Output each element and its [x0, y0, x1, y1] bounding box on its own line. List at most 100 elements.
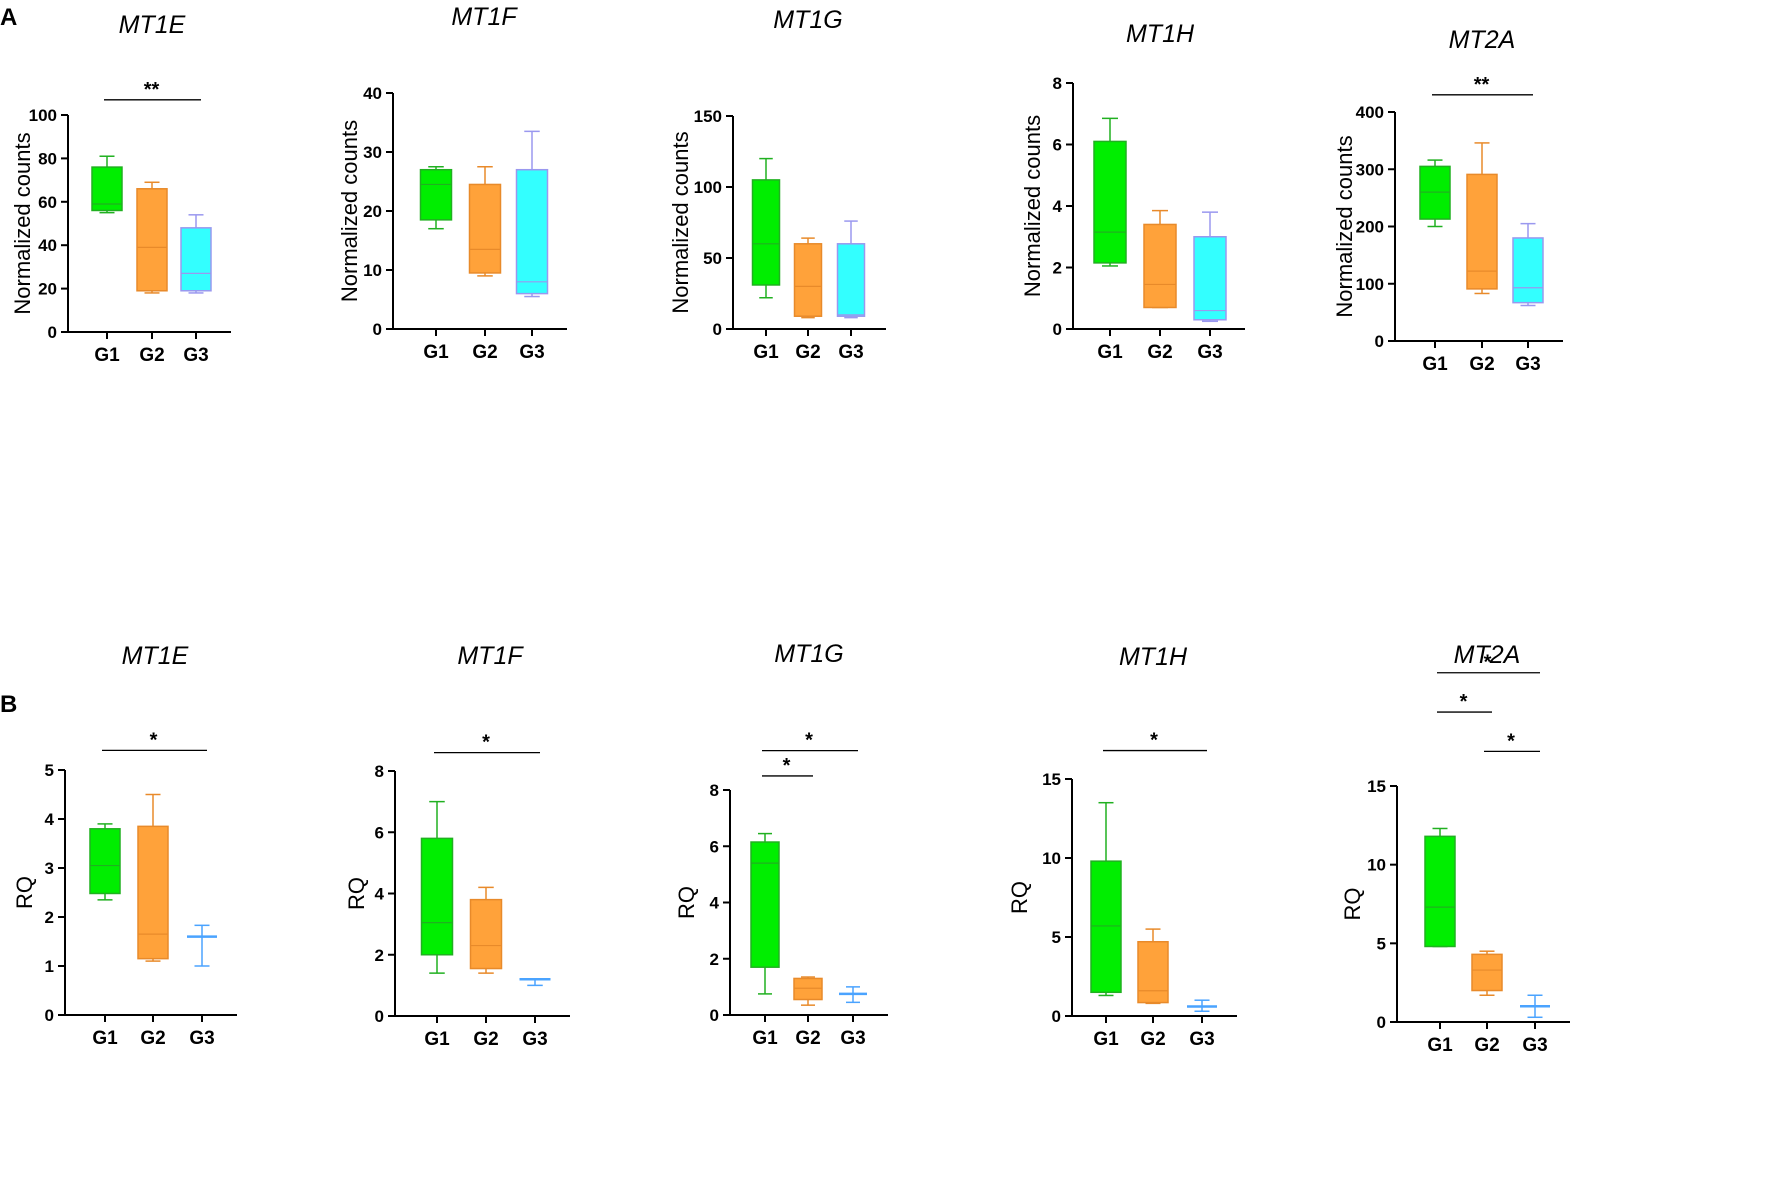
x-tick-label: G3	[519, 342, 544, 363]
chart-title: MT1E	[122, 642, 189, 670]
y-tick-label: 200	[1356, 218, 1384, 237]
box-g3	[180, 214, 212, 294]
box-g3	[1520, 994, 1550, 1019]
x-tick-label: G2	[1474, 1035, 1499, 1056]
x-tick-label: G2	[139, 345, 164, 366]
chart-a-mt1g: MT1G Normalized counts 0 50 100 150 G1 G2 G3	[668, 6, 886, 363]
x-tick-label: G1	[1422, 354, 1448, 375]
x-tick-label: G2	[1469, 354, 1494, 375]
box-g1	[89, 823, 121, 901]
y-tick-label: 60	[38, 193, 57, 212]
y-tick-label: 15	[1042, 770, 1061, 789]
chart-b-mt1g: MT1G RQ 0 2 4 6 8 G1 G2 G3 * *	[674, 640, 888, 1049]
box-g2	[1137, 928, 1169, 1005]
x-tick-label: G2	[1147, 342, 1172, 363]
y-tick-label: 6	[375, 823, 384, 842]
y-tick-label: 150	[694, 107, 722, 126]
x-tick-label: G3	[838, 342, 863, 363]
x-tick-label: G1	[753, 342, 779, 363]
x-tick-label: G3	[840, 1028, 865, 1049]
y-tick-label: 4	[45, 810, 55, 829]
chart-a-mt1e: MT1E Normalized counts 0 20 40 60 80 100 G1 G2 G3 *…	[10, 11, 231, 366]
box-g2	[136, 181, 168, 294]
significance-bar: **	[1432, 74, 1533, 96]
y-tick-label: 30	[363, 143, 382, 162]
box-iqr	[1471, 953, 1503, 992]
significance-label: *	[1150, 730, 1158, 752]
y-tick-label: 3	[45, 859, 54, 878]
significance-bar: *	[1437, 691, 1492, 713]
significance-label: *	[482, 732, 490, 754]
box-iqr	[180, 227, 212, 292]
x-tick-label: G2	[1140, 1029, 1165, 1050]
y-tick-label: 0	[1053, 320, 1062, 339]
box-g2	[1466, 142, 1498, 295]
y-tick-label: 40	[38, 236, 57, 255]
chart-b-mt1h: MT1H RQ 0 5 10 15 G1 G2 G3 *	[1007, 643, 1237, 1050]
panel-label-b: B	[0, 691, 17, 718]
x-tick-label: G3	[1522, 1035, 1547, 1056]
chart-title: MT2A	[1454, 641, 1521, 669]
significance-label: **	[1474, 74, 1490, 96]
y-tick-label: 4	[710, 894, 720, 913]
y-tick-label: 0	[1377, 1013, 1386, 1032]
box-iqr	[515, 168, 549, 295]
box-iqr	[136, 188, 168, 292]
box-iqr	[750, 841, 780, 968]
significance-bar: **	[104, 79, 201, 101]
significance-bar: *	[1437, 652, 1540, 674]
x-tick-label: G2	[795, 1028, 820, 1049]
y-axis-label: Normalized counts	[337, 120, 362, 302]
y-axis-label: RQ	[344, 877, 369, 910]
x-tick-label: G1	[92, 1028, 118, 1049]
box-g1	[1424, 827, 1456, 948]
box-g2	[793, 237, 823, 319]
x-tick-label: G1	[752, 1028, 778, 1049]
y-axis-label: Normalized counts	[1020, 115, 1045, 297]
significance-bar: *	[1103, 730, 1207, 752]
box-iqr	[1424, 835, 1456, 948]
x-tick-label: G1	[1093, 1029, 1119, 1050]
y-axis-label: Normalized counts	[668, 131, 693, 313]
significance-label: *	[1460, 691, 1468, 713]
y-tick-label: 0	[45, 1006, 54, 1025]
significance-label: *	[783, 755, 791, 777]
significance-label: *	[150, 729, 158, 751]
y-tick-label: 100	[29, 106, 57, 125]
box-g2	[793, 976, 823, 1006]
chart-title: MT1F	[451, 3, 518, 31]
box-iqr	[91, 166, 123, 212]
x-tick-label: G2	[140, 1028, 165, 1049]
y-tick-label: 0	[1375, 332, 1384, 351]
chart-b-mt2a: MT2A RQ 0 5 10 15 G1 G2 G3 * * *	[1340, 641, 1570, 1056]
box-iqr	[469, 898, 503, 970]
x-tick-label: G1	[424, 1029, 450, 1050]
chart-title: MT1G	[773, 6, 842, 34]
significance-label: *	[1507, 730, 1515, 752]
x-tick-label: G3	[189, 1028, 214, 1049]
y-tick-label: 6	[710, 837, 719, 856]
box-g3	[1187, 999, 1217, 1013]
y-tick-label: 0	[373, 320, 382, 339]
x-tick-label: G2	[795, 342, 820, 363]
chart-title: MT1H	[1119, 643, 1188, 671]
x-tick-label: G2	[473, 1029, 498, 1050]
y-tick-label: 5	[1377, 934, 1386, 953]
box-g1	[1419, 159, 1451, 228]
y-tick-label: 6	[1053, 136, 1062, 155]
box-g1	[420, 800, 454, 974]
y-axis-label: RQ	[12, 876, 37, 909]
x-tick-label: G3	[522, 1029, 547, 1050]
y-tick-label: 20	[363, 202, 382, 221]
box-iqr	[89, 828, 121, 895]
y-tick-label: 0	[375, 1007, 384, 1026]
y-tick-label: 80	[38, 149, 57, 168]
y-axis-label: RQ	[1007, 881, 1032, 914]
y-tick-label: 100	[694, 178, 722, 197]
significance-label: **	[144, 79, 160, 101]
significance-bar: *	[762, 755, 813, 777]
y-tick-label: 4	[1053, 197, 1063, 216]
y-tick-label: 4	[375, 885, 385, 904]
box-g1	[1090, 801, 1122, 997]
